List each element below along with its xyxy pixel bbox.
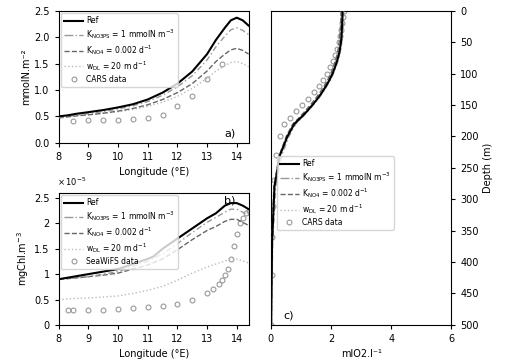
X-axis label: mlO2.l⁻¹: mlO2.l⁻¹ — [340, 349, 381, 360]
X-axis label: Longitude (°E): Longitude (°E) — [118, 168, 188, 177]
Text: $\times\,10^{-5}$: $\times\,10^{-5}$ — [56, 175, 86, 188]
Y-axis label: mmolN.m⁻²: mmolN.m⁻² — [21, 49, 31, 105]
Legend: Ref, K$_{\mathregular{NO3PS}}$ = 1 mmolN m$^{\mathregular{-3}}$, K$_{\mathregula: Ref, K$_{\mathregular{NO3PS}}$ = 1 mmolN… — [61, 195, 178, 269]
Legend: Ref, K$_{\mathregular{NO3PS}}$ = 1 mmolN m$^{\mathregular{-3}}$, K$_{\mathregula: Ref, K$_{\mathregular{NO3PS}}$ = 1 mmolN… — [276, 156, 393, 230]
Legend: Ref, K$_{\mathregular{NO3PS}}$ = 1 mmolN m$^{\mathregular{-3}}$, K$_{\mathregula: Ref, K$_{\mathregular{NO3PS}}$ = 1 mmolN… — [61, 13, 178, 87]
Y-axis label: Depth (m): Depth (m) — [482, 143, 492, 193]
Text: b): b) — [223, 196, 235, 205]
Text: c): c) — [283, 310, 293, 321]
Y-axis label: mgChl.m$^{-3}$: mgChl.m$^{-3}$ — [15, 231, 31, 286]
Text: a): a) — [223, 128, 235, 138]
X-axis label: Longitude (°E): Longitude (°E) — [118, 349, 188, 360]
